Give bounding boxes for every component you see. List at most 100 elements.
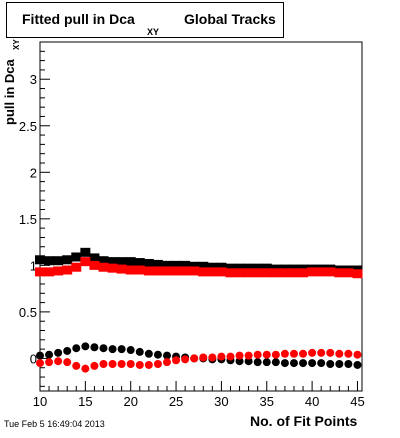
series-3-marker xyxy=(81,364,90,373)
title-box: Fitted pull in Dca XY Global Tracks xyxy=(6,2,284,38)
series-2-marker xyxy=(81,342,90,351)
x-tick-label: 45 xyxy=(350,394,364,409)
series-0-marker xyxy=(225,263,236,273)
series-3-marker xyxy=(253,350,262,359)
series-3-marker xyxy=(108,360,117,369)
series-0-marker xyxy=(62,255,73,265)
series-1-marker xyxy=(134,265,145,275)
series-2-marker xyxy=(108,345,117,354)
series-3-marker xyxy=(326,348,335,357)
series-3-marker xyxy=(317,348,326,357)
y-tick-label: 2.5 xyxy=(19,119,37,134)
series-3-marker xyxy=(190,354,199,363)
series-1-marker xyxy=(279,268,290,278)
y-tick-label: 1 xyxy=(30,258,37,273)
series-1-marker xyxy=(198,267,209,277)
series-0-marker xyxy=(198,261,209,271)
series-2-marker xyxy=(235,357,244,366)
y-tick-label: 1.5 xyxy=(19,212,37,227)
series-1-marker xyxy=(143,266,154,276)
series-3-marker xyxy=(353,350,362,359)
series-1-marker xyxy=(35,267,45,277)
series-0-marker xyxy=(216,262,227,272)
series-1-marker xyxy=(252,268,263,278)
series-3-marker xyxy=(244,351,253,360)
x-axis-label: No. of Fit Points xyxy=(250,413,358,429)
series-0-marker xyxy=(53,256,64,266)
series-3-marker xyxy=(308,348,317,357)
series-3-marker xyxy=(217,352,226,361)
series-0-marker xyxy=(234,263,245,273)
series-3-marker xyxy=(99,360,108,369)
series-1-marker xyxy=(62,265,73,275)
series-1-marker xyxy=(107,263,118,273)
series-1-marker xyxy=(180,266,191,276)
series-2-marker xyxy=(335,360,344,369)
title-subscript: XY xyxy=(147,27,160,37)
series-3-marker xyxy=(262,350,271,359)
series-1-marker xyxy=(53,266,64,276)
series-1-marker xyxy=(116,264,127,274)
x-tick-label: 15 xyxy=(78,394,92,409)
title-main: Fitted pull in Dca xyxy=(22,11,135,27)
series-1-marker xyxy=(288,268,299,278)
series-2-marker xyxy=(162,351,171,360)
series-3-marker xyxy=(235,351,244,360)
series-0-marker xyxy=(44,256,55,266)
series-3-marker xyxy=(280,349,289,358)
series-3-marker xyxy=(181,355,190,364)
series-2-marker xyxy=(90,343,99,352)
series-0-marker xyxy=(107,257,118,267)
series-1-marker xyxy=(307,267,318,277)
series-2-marker xyxy=(344,360,353,369)
series-0-marker xyxy=(116,257,127,267)
series-0-marker xyxy=(171,260,182,270)
series-2-marker xyxy=(63,346,72,355)
series-3-marker xyxy=(226,352,235,361)
series-1-marker xyxy=(71,262,82,272)
series-1-marker xyxy=(216,267,227,277)
series-1-marker xyxy=(80,257,91,267)
series-1-marker xyxy=(171,266,182,276)
series-0-marker xyxy=(252,263,263,273)
y-tick-label: 3 xyxy=(30,72,37,87)
series-2-marker xyxy=(72,344,81,353)
series-2-marker xyxy=(317,359,326,368)
series-2-marker xyxy=(99,344,108,353)
series-3-marker xyxy=(208,353,217,362)
series-1-marker xyxy=(261,268,272,278)
series-3-marker xyxy=(199,353,208,362)
series-3-marker xyxy=(271,350,280,359)
series-0-marker xyxy=(125,257,136,267)
series-3-marker xyxy=(335,349,344,358)
series-2-marker xyxy=(299,359,308,368)
x-tick-label: 20 xyxy=(123,394,137,409)
series-2-marker xyxy=(271,358,280,367)
series-1-marker xyxy=(189,266,200,276)
series-0-marker xyxy=(71,252,82,262)
series-3-marker xyxy=(126,360,135,369)
series-2-marker xyxy=(308,359,317,368)
y-tick-label: 0.5 xyxy=(19,305,37,320)
series-3-marker xyxy=(344,349,353,358)
series-3-marker xyxy=(144,360,153,369)
series-3-marker xyxy=(289,349,298,358)
series-2-marker xyxy=(244,357,253,366)
series-2-marker xyxy=(144,349,153,358)
series-1-marker xyxy=(325,267,336,277)
series-1-marker xyxy=(234,268,245,278)
series-3-marker xyxy=(153,360,162,369)
series-2-marker xyxy=(262,358,271,367)
series-1-marker xyxy=(298,268,309,278)
series-3-marker xyxy=(135,360,144,369)
x-tick-label: 30 xyxy=(214,394,228,409)
series-0-marker xyxy=(89,253,100,263)
series-2-marker xyxy=(280,359,289,368)
y-axis-label-main: pull in Dca xyxy=(2,59,17,125)
y-tick-label: 2 xyxy=(30,165,37,180)
series-3-marker xyxy=(72,361,81,370)
series-2-marker xyxy=(289,359,298,368)
series-1-marker xyxy=(270,268,281,278)
